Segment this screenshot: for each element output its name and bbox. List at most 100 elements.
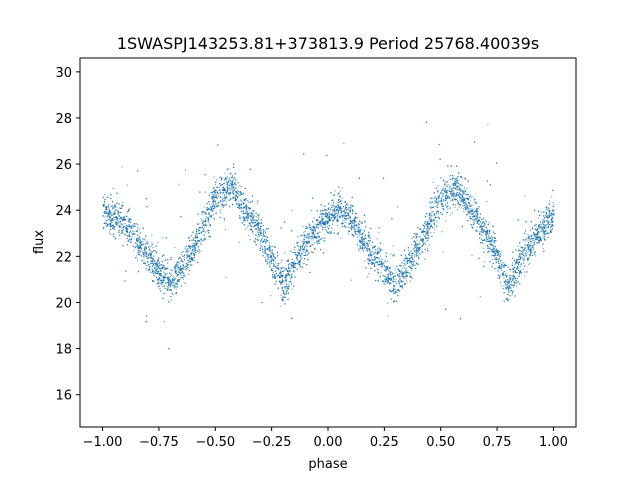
data-point xyxy=(327,223,329,225)
data-point xyxy=(177,268,179,270)
data-point xyxy=(552,218,554,220)
data-point xyxy=(161,265,163,267)
data-point xyxy=(400,272,402,274)
data-point xyxy=(183,250,185,253)
data-point xyxy=(415,250,418,252)
data-point xyxy=(341,187,343,189)
data-point xyxy=(542,230,544,232)
data-point xyxy=(213,188,215,190)
data-point xyxy=(370,252,372,254)
data-point xyxy=(166,277,168,279)
data-point xyxy=(183,256,186,258)
data-point xyxy=(191,245,193,247)
data-point xyxy=(160,270,162,272)
data-point xyxy=(263,239,265,241)
data-point xyxy=(463,187,465,189)
data-point xyxy=(128,210,130,212)
data-point xyxy=(169,278,171,280)
data-point xyxy=(324,224,326,226)
data-point xyxy=(395,279,397,281)
data-point xyxy=(426,227,428,230)
data-point xyxy=(503,271,505,273)
data-point xyxy=(308,223,310,225)
data-point xyxy=(128,224,131,226)
data-point xyxy=(243,217,245,219)
data-point xyxy=(476,212,478,214)
data-point xyxy=(268,253,270,255)
data-point xyxy=(426,225,428,227)
data-point xyxy=(353,219,355,221)
data-point xyxy=(382,274,384,277)
data-point xyxy=(525,253,528,255)
data-point xyxy=(536,241,538,243)
data-point xyxy=(340,209,342,211)
data-point xyxy=(132,224,134,226)
data-point xyxy=(530,235,532,237)
data-point xyxy=(535,235,537,237)
data-point xyxy=(246,211,248,213)
data-point xyxy=(221,200,223,202)
data-point xyxy=(368,273,370,275)
data-point xyxy=(194,247,196,249)
data-point xyxy=(206,209,208,211)
data-point xyxy=(212,191,214,193)
data-point xyxy=(413,256,416,258)
data-point xyxy=(386,302,389,304)
data-point xyxy=(378,250,380,252)
data-point xyxy=(522,258,524,260)
data-point xyxy=(250,226,252,228)
data-point xyxy=(464,191,467,193)
data-point xyxy=(242,202,244,204)
data-point xyxy=(118,213,120,215)
data-point xyxy=(392,245,394,247)
data-point xyxy=(150,253,152,255)
data-point xyxy=(202,221,205,223)
data-point xyxy=(226,192,228,194)
data-point xyxy=(517,262,519,264)
data-point xyxy=(546,221,548,223)
data-point xyxy=(542,234,544,236)
data-point xyxy=(361,221,364,223)
data-point xyxy=(118,215,120,218)
data-point xyxy=(180,253,182,255)
data-point xyxy=(489,231,491,233)
data-point xyxy=(300,248,302,251)
data-point xyxy=(504,287,506,289)
data-point xyxy=(377,279,379,281)
data-point xyxy=(399,281,402,283)
data-point xyxy=(529,256,531,258)
data-point xyxy=(232,180,234,182)
data-point xyxy=(498,257,501,259)
data-point xyxy=(165,267,167,269)
data-point xyxy=(439,193,441,195)
data-point xyxy=(199,229,201,231)
data-point xyxy=(464,193,466,195)
data-point xyxy=(324,240,326,242)
data-point xyxy=(145,250,147,252)
data-point xyxy=(433,232,435,234)
data-point xyxy=(438,201,440,203)
data-point xyxy=(214,191,216,193)
data-point xyxy=(518,256,520,258)
data-point xyxy=(235,190,238,192)
data-point xyxy=(152,259,154,261)
data-point xyxy=(118,235,121,237)
data-point xyxy=(462,197,464,199)
data-point xyxy=(426,229,428,231)
data-point xyxy=(204,234,206,236)
data-point xyxy=(203,227,205,229)
data-point xyxy=(162,285,164,287)
data-point xyxy=(373,253,375,255)
data-point xyxy=(208,221,210,224)
data-point xyxy=(548,207,550,209)
data-point xyxy=(147,242,149,244)
data-point xyxy=(302,225,304,228)
data-point xyxy=(234,188,236,190)
data-point xyxy=(444,220,446,222)
data-point xyxy=(121,231,123,233)
data-point xyxy=(248,215,250,217)
data-point xyxy=(322,221,324,224)
data-point xyxy=(316,242,318,244)
data-point xyxy=(141,244,143,246)
data-point xyxy=(285,280,287,282)
